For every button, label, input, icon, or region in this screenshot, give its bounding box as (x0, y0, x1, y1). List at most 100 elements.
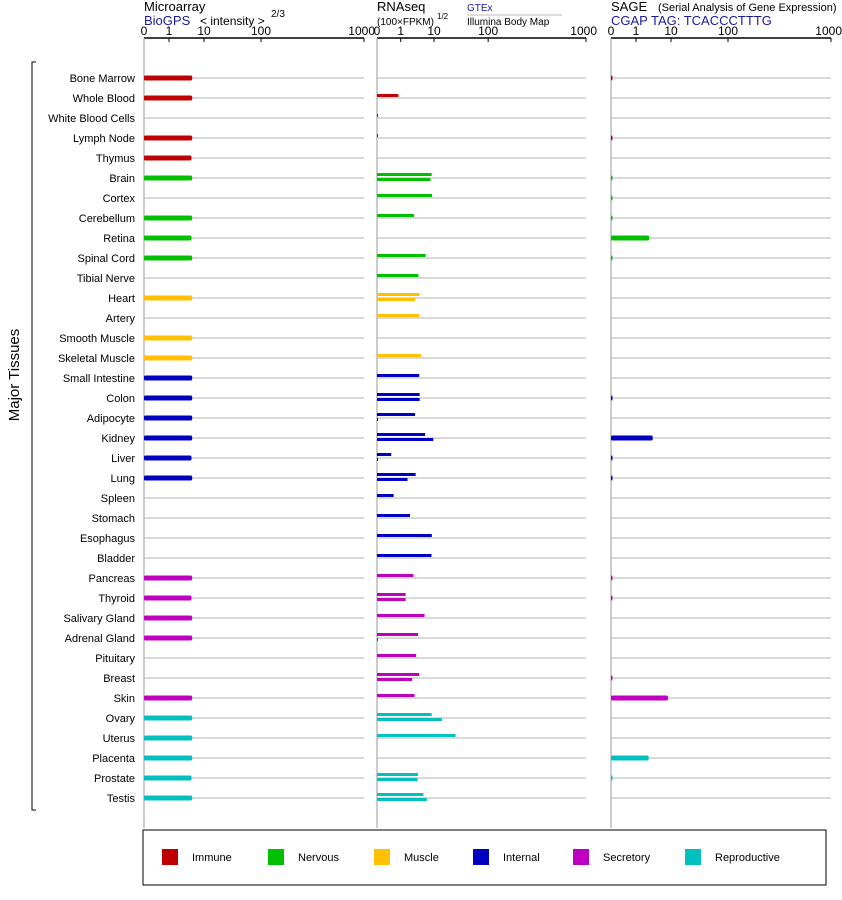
tissue-label: Spleen (101, 493, 135, 505)
microarray-bar (144, 295, 193, 301)
tissue-label: Salivary Gland (63, 613, 135, 625)
rnaseq-bar (377, 734, 456, 737)
legend-item: Nervous (268, 849, 339, 865)
tick-label: 1000 (348, 24, 375, 38)
tissue-row: Skin (114, 693, 831, 705)
sage-bar (611, 455, 613, 461)
tick-label: 10 (664, 24, 678, 38)
tissue-label: Lymph Node (73, 133, 135, 145)
panel-source: GTEx (467, 3, 493, 14)
legend-label: Nervous (298, 852, 339, 864)
rnaseq-bar (377, 694, 415, 697)
rnaseq-bar (377, 678, 413, 681)
microarray-bar (144, 375, 193, 381)
rnaseq-bar (377, 94, 399, 97)
scale-exponent: 1/2 (437, 12, 449, 21)
tissue-label: Artery (106, 313, 136, 325)
tick-label: 1000 (570, 24, 597, 38)
tissue-row: Thyroid (98, 593, 831, 605)
tissue-row: Adipocyte (87, 413, 831, 425)
sage-bar (611, 595, 613, 601)
panel-title: Microarray (144, 0, 206, 14)
legend-label: Muscle (404, 852, 439, 864)
legend: Immune Nervous Muscle Internal Secretory Repr… (142, 829, 827, 886)
rnaseq-bar (377, 793, 424, 796)
side-bracket (31, 61, 36, 811)
rnaseq-bar (377, 393, 420, 396)
legend-item: Immune (162, 849, 232, 865)
tissue-row: Retina (103, 233, 831, 245)
tick-label: 0 (374, 24, 381, 38)
tissue-label: Prostate (94, 773, 135, 785)
panel-source-2: Illumina Body Map (467, 17, 550, 28)
sage-bar (611, 435, 653, 441)
tissue-label: Brain (109, 173, 135, 185)
tissue-label: Bone Marrow (70, 73, 135, 85)
tissue-label: Retina (103, 233, 136, 245)
microarray-bar (144, 715, 193, 721)
rnaseq-bar (377, 374, 420, 377)
sage-bar (611, 135, 613, 141)
tissue-row: Heart (108, 293, 831, 305)
rnaseq-bar (377, 494, 394, 497)
rnaseq-bar (377, 274, 419, 277)
sage-bar (611, 575, 613, 581)
rnaseq-bar (377, 638, 378, 641)
legend-swatch (573, 849, 589, 865)
tissue-row: White Blood Cells (48, 113, 831, 125)
tissue-label: Testis (107, 793, 136, 805)
tissue-row: Lymph Node (73, 133, 831, 145)
tissue-row: Placenta (92, 753, 831, 765)
microarray-bar (144, 635, 193, 641)
rnaseq-bar (377, 453, 392, 456)
rnaseq-bar (377, 354, 422, 357)
microarray-bar (144, 735, 193, 741)
tissue-label: White Blood Cells (48, 113, 135, 125)
microarray-bar (144, 695, 193, 701)
microarray-bar (144, 155, 192, 161)
tick-label: 10 (427, 24, 441, 38)
tissue-label: Skin (114, 693, 135, 705)
tissue-label: Small Intestine (63, 373, 135, 385)
tissue-label: Kidney (101, 433, 135, 445)
legend-label: Secretory (603, 852, 651, 864)
microarray-bar (144, 755, 193, 761)
tissue-rows: Bone Marrow Whole Blood White Blood Cells L… (48, 73, 831, 805)
tissue-label: Uterus (103, 733, 136, 745)
sage-bar (611, 395, 613, 401)
microarray-bar (144, 615, 193, 621)
panel-header-sage: SAGE (Serial Analysis of Gene Expression)… (608, 0, 842, 828)
panel-header-rnaseq: RNAseq (100×FPKM)1/2 GTEx Illumina Body Map… (374, 0, 597, 828)
tick-label: 0 (141, 24, 148, 38)
tissue-row: Esophagus (80, 533, 831, 545)
rnaseq-bar (377, 214, 414, 217)
microarray-bar (144, 595, 192, 601)
sage-bar (611, 75, 613, 81)
rnaseq-bar (377, 514, 411, 517)
sage-bar (611, 475, 613, 481)
tick-label: 10 (197, 24, 211, 38)
tissue-row: Thymus (96, 153, 831, 165)
rnaseq-bar (377, 574, 414, 577)
rnaseq-bar (377, 654, 417, 657)
tissue-row: Bladder (97, 553, 831, 565)
sage-bar (611, 175, 613, 181)
tissue-label: Tibial Nerve (77, 273, 135, 285)
rnaseq-bar (377, 798, 427, 801)
rnaseq-bar (377, 614, 425, 617)
microarray-bar (144, 335, 193, 341)
microarray-bar (144, 575, 193, 581)
legend-item: Secretory (573, 849, 651, 865)
rnaseq-bar (377, 593, 406, 596)
tissue-row: Spinal Cord (78, 253, 831, 265)
tissue-row: Kidney (101, 433, 831, 445)
rnaseq-bar (377, 673, 420, 676)
rnaseq-bar (377, 473, 416, 476)
tissue-label: Stomach (92, 513, 135, 525)
microarray-bar (144, 415, 193, 421)
sage-bar (611, 215, 613, 221)
tissue-row: Skeletal Muscle (58, 353, 831, 365)
